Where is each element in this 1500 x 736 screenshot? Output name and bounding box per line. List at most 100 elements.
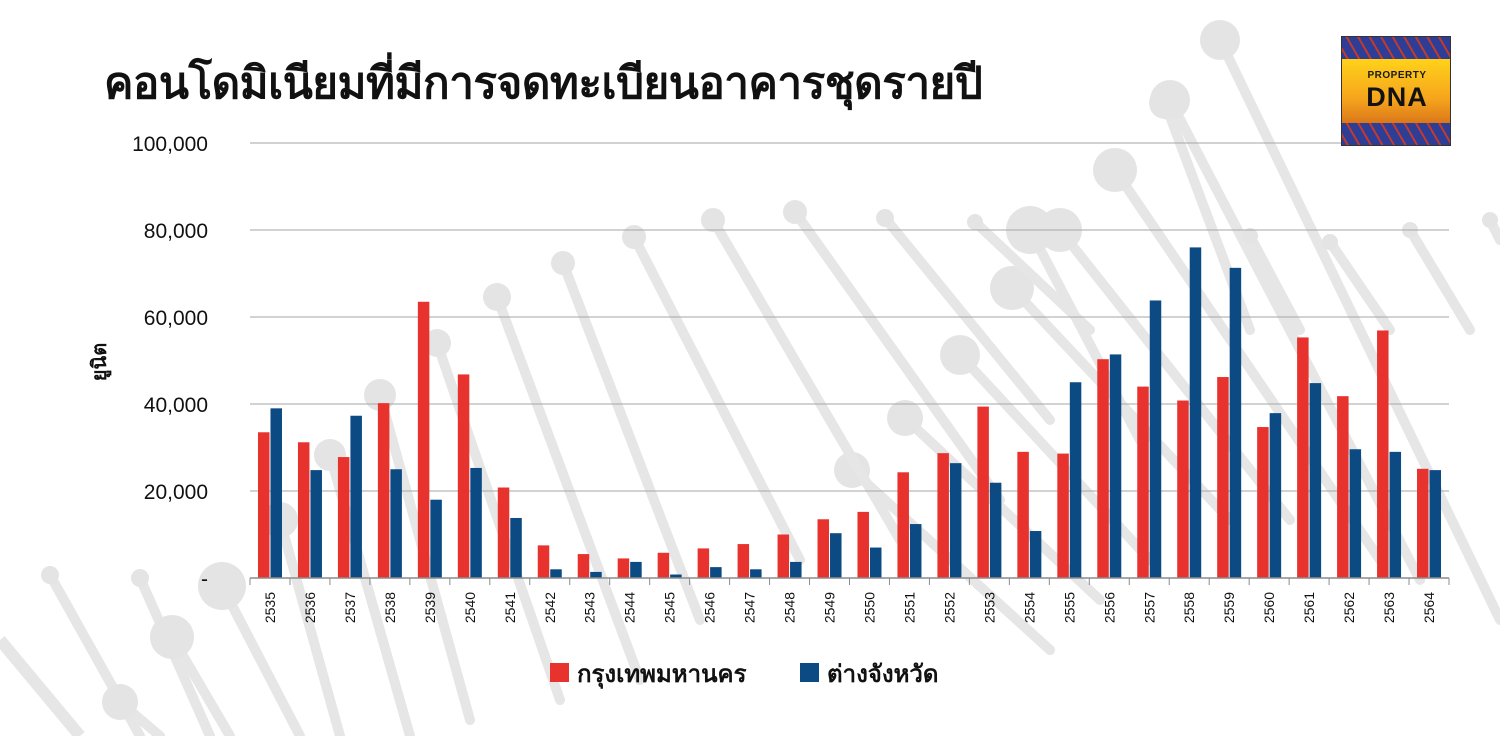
- bar-provinces-2539: [430, 499, 442, 578]
- x-tick-label: 2542: [542, 592, 558, 623]
- bar-bangkok-2540: [457, 374, 470, 578]
- logo-line1: PROPERTY: [1367, 70, 1427, 81]
- bar-provinces-2535: [270, 408, 282, 578]
- lollipop-decoration-icon: [364, 379, 396, 411]
- x-tick-label: 2556: [1101, 592, 1117, 623]
- bar-provinces-2563: [1389, 451, 1402, 578]
- x-tick-label: 2545: [662, 592, 678, 623]
- bar-bangkok-2536: [297, 442, 310, 578]
- lollipop-decoration-icon: [1093, 148, 1137, 192]
- logo-line2: DNA: [1366, 82, 1428, 112]
- lollipop-decoration-icon: [940, 335, 980, 375]
- bar-provinces-2540: [470, 467, 482, 578]
- lollipop-decoration-icon: [1482, 212, 1498, 228]
- bar-provinces-2546: [710, 567, 722, 578]
- dna-helix-top-icon: [1342, 37, 1450, 59]
- bar-bangkok-2555: [1057, 453, 1069, 578]
- x-tick-label: 2554: [1021, 592, 1037, 623]
- bar-bangkok-2539: [417, 301, 430, 578]
- bar-provinces-2549: [830, 533, 842, 578]
- x-tick-label: 2562: [1341, 592, 1357, 623]
- x-tick-label: 2539: [422, 592, 438, 623]
- bar-provinces-2543: [590, 571, 602, 578]
- bar-provinces-2545: [670, 574, 682, 578]
- bar-provinces-2557: [1149, 300, 1162, 578]
- bar-provinces-2536: [310, 470, 322, 578]
- bar-provinces-2554: [1029, 531, 1042, 578]
- bar-bangkok-2553: [977, 406, 989, 578]
- bar-provinces-2559: [1229, 267, 1242, 578]
- bar-provinces-2550: [869, 547, 882, 578]
- bar-bangkok-2550: [857, 511, 869, 578]
- lollipop-decoration-icon: [622, 225, 646, 249]
- legend-swatch: [800, 663, 819, 682]
- bar-bangkok-2556: [1097, 359, 1109, 578]
- y-tick-label: 60,000: [144, 307, 208, 330]
- lollipop-decoration-icon: [990, 266, 1034, 310]
- x-tick-label: 2555: [1061, 592, 1077, 623]
- bar-provinces-2562: [1349, 449, 1362, 578]
- x-tick-label: 2553: [981, 592, 997, 623]
- x-tick-label: 2537: [342, 592, 358, 623]
- lollipop-decoration-icon: [551, 251, 575, 275]
- x-tick-label: 2547: [742, 592, 758, 623]
- legend-label: ต่างจังหวัด: [827, 660, 938, 688]
- x-tick-label: 2548: [782, 592, 798, 623]
- x-tick-label: 2549: [822, 592, 838, 623]
- x-tick-label: 2536: [302, 592, 318, 623]
- x-tick-label: 2551: [901, 592, 917, 623]
- lollipop-decoration-icon: [1149, 87, 1181, 119]
- bar-bangkok-2563: [1377, 330, 1389, 578]
- x-tick-label: 2546: [702, 592, 718, 623]
- bar-provinces-2542: [550, 569, 562, 578]
- x-tick-label: 2543: [582, 592, 598, 623]
- lollipop-decoration-icon: [150, 615, 194, 659]
- bar-provinces-2541: [510, 517, 522, 578]
- bar-provinces-2555: [1069, 382, 1082, 578]
- x-axis: 2535 2536 2537 2538 2539 2540 2541 2542 2543 2544…: [249, 577, 1450, 623]
- bar-bangkok-2546: [697, 548, 710, 578]
- lollipop-decoration-icon: [876, 209, 894, 227]
- bar-bangkok-2561: [1297, 337, 1309, 578]
- x-tick-label: 2564: [1421, 592, 1437, 623]
- y-tick-label: 20,000: [144, 481, 208, 504]
- y-tick-label: 80,000: [144, 220, 208, 243]
- bar-bangkok-2559: [1217, 377, 1229, 578]
- bar-provinces-2538: [390, 469, 402, 578]
- x-tick-label: 2535: [262, 592, 278, 623]
- bar-bangkok-2541: [497, 487, 510, 578]
- lollipop-decoration-icon: [483, 283, 511, 311]
- bar-provinces-2537: [350, 415, 362, 578]
- bar-provinces-2558: [1189, 247, 1202, 578]
- bar-bangkok-2542: [537, 545, 550, 578]
- bar-bangkok-2554: [1017, 451, 1029, 578]
- y-tick-label: 100,000: [132, 133, 208, 156]
- x-tick-label: 2540: [462, 592, 478, 623]
- bar-bangkok-2538: [377, 403, 390, 578]
- property-dna-logo: PROPERTY DNA: [1341, 36, 1451, 146]
- bar-bangkok-2564: [1417, 468, 1429, 578]
- x-tick-label: 2552: [941, 592, 957, 623]
- x-tick-label: 2541: [502, 592, 518, 623]
- bar-provinces-2544: [630, 561, 642, 578]
- x-tick-label: 2550: [861, 592, 877, 623]
- x-tick-label: 2559: [1221, 592, 1237, 623]
- x-tick-label: 2563: [1381, 592, 1397, 623]
- lollipop-decoration-icon: [41, 566, 59, 584]
- page-title: คอนโดมิเนียมที่มีการจดทะเบียนอาคารชุดราย…: [104, 58, 983, 109]
- bar-bangkok-2543: [577, 554, 590, 578]
- bar-bangkok-2547: [737, 544, 750, 578]
- bar-provinces-2552: [949, 463, 962, 578]
- lollipop-decoration-icon: [1200, 20, 1240, 60]
- gridlines: [250, 142, 1449, 492]
- x-tick-label: 2557: [1141, 592, 1157, 623]
- lollipop-decoration-icon: [102, 684, 138, 720]
- bar-bangkok-2548: [777, 534, 790, 578]
- y-tick-label: 40,000: [144, 394, 208, 417]
- lollipop-decoration-icon: [701, 208, 725, 232]
- lollipop-decoration-icon: [131, 569, 149, 587]
- bar-provinces-2561: [1309, 383, 1322, 578]
- lollipop-decoration-icon: [1322, 234, 1338, 250]
- bars: [257, 247, 1442, 578]
